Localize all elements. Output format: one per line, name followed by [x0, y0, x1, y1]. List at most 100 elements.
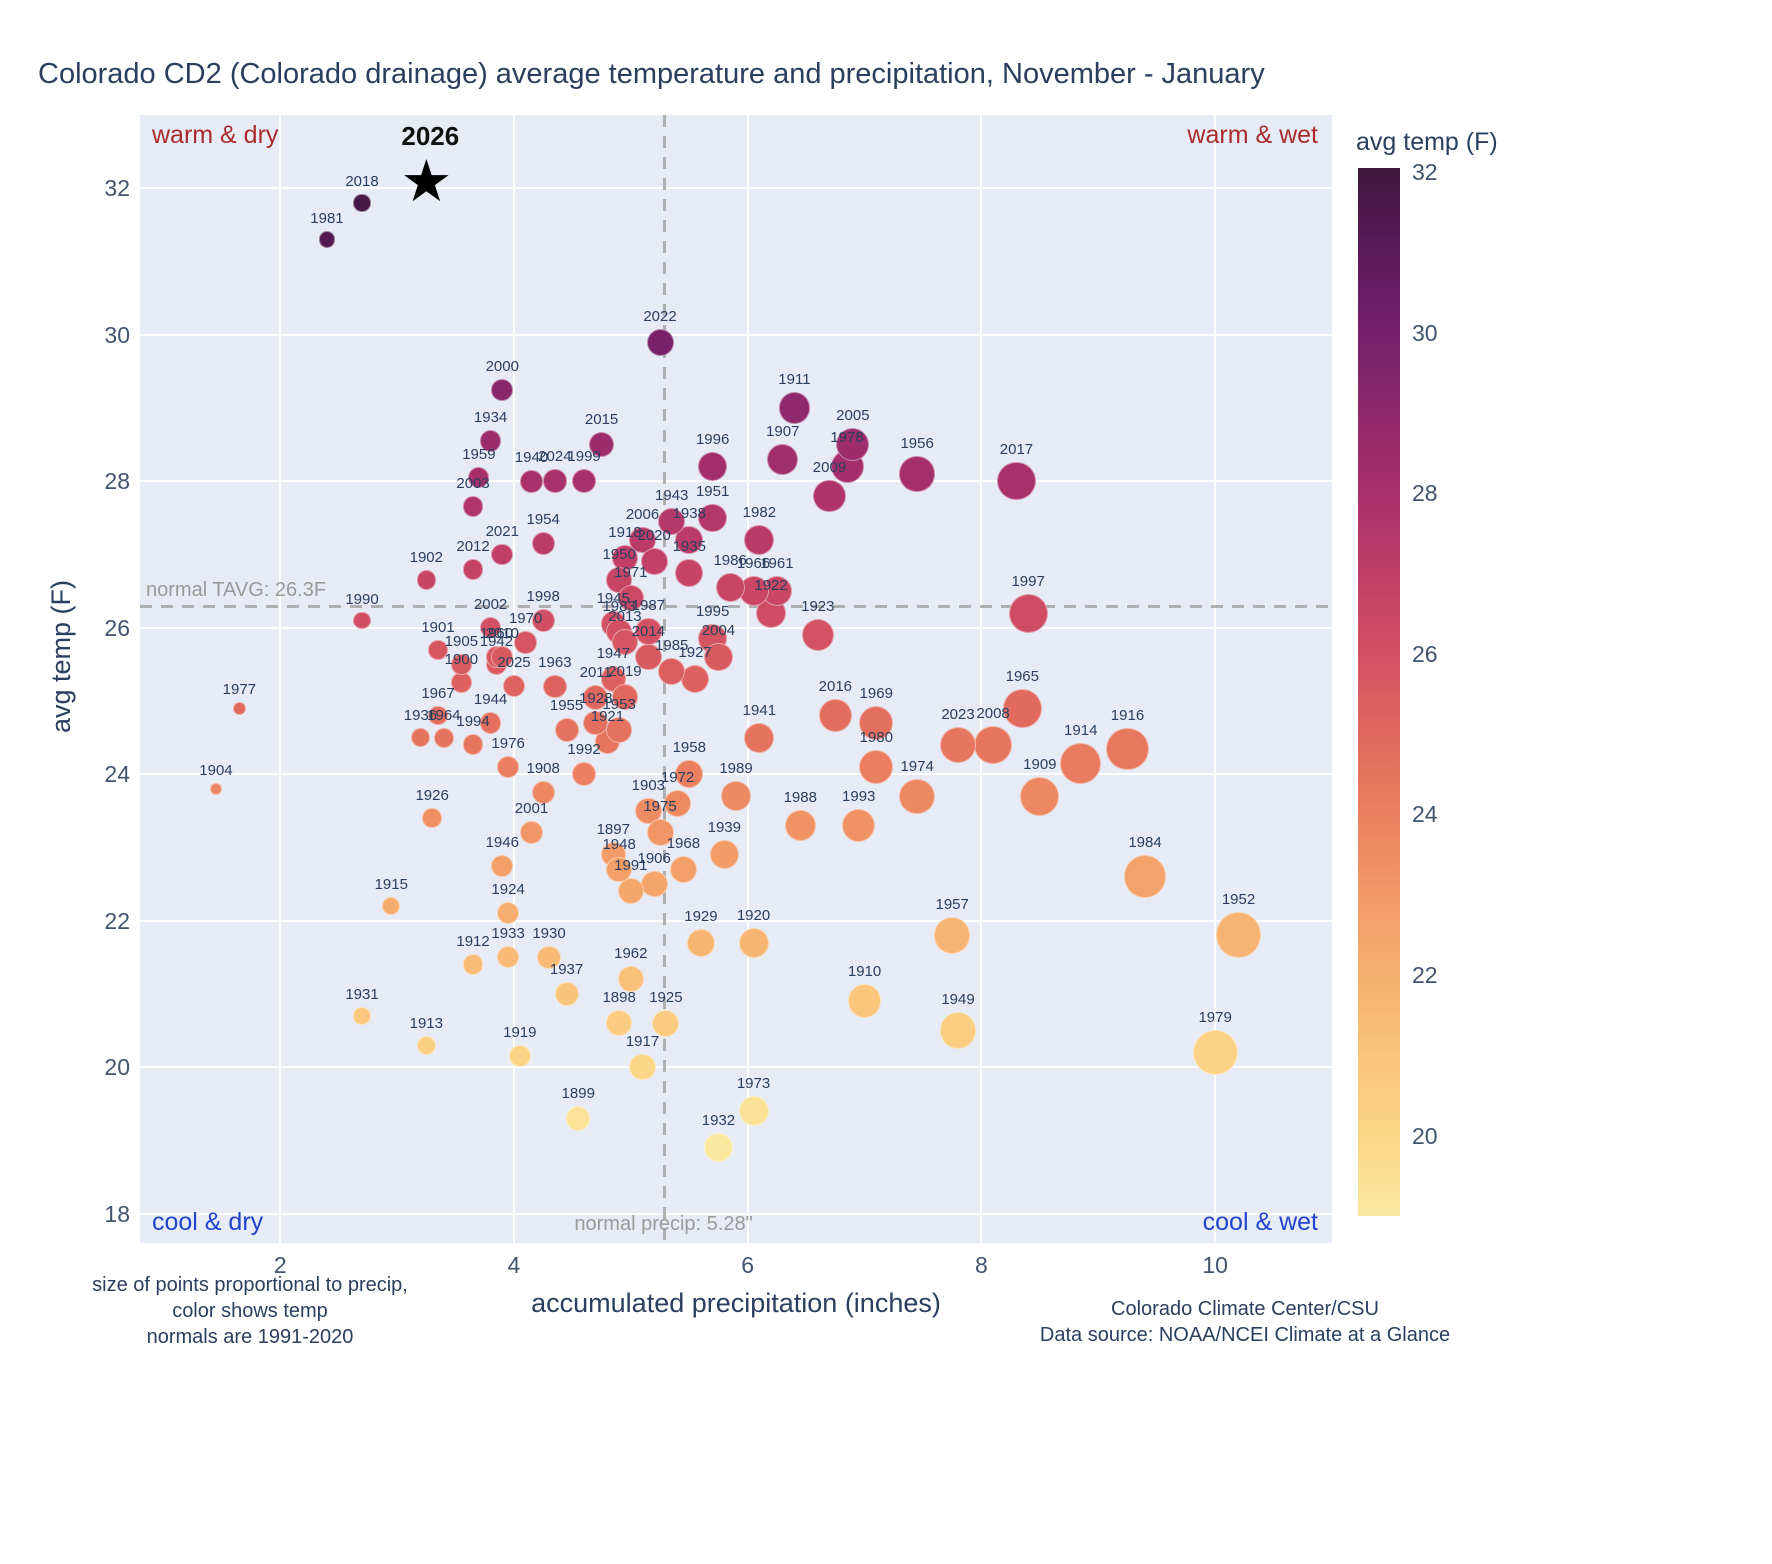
data-point[interactable] [583, 684, 609, 710]
data-point[interactable] [1192, 1030, 1238, 1076]
data-point[interactable] [1020, 776, 1060, 816]
data-point[interactable] [836, 428, 870, 462]
data-point[interactable] [635, 797, 662, 825]
data-point[interactable] [744, 722, 775, 753]
data-point[interactable] [410, 728, 431, 748]
data-point[interactable] [813, 479, 846, 513]
data-point[interactable] [491, 854, 514, 877]
data-point[interactable] [899, 456, 935, 492]
data-point[interactable] [652, 1009, 680, 1037]
data-point[interactable] [1106, 727, 1149, 770]
data-point[interactable] [1060, 742, 1102, 784]
data-point[interactable] [491, 378, 514, 401]
data-point[interactable] [520, 821, 543, 845]
data-point[interactable] [554, 718, 579, 743]
data-point[interactable] [801, 619, 834, 652]
data-point[interactable] [704, 1133, 733, 1163]
data-point[interactable] [520, 469, 543, 493]
data-point[interactable] [1008, 593, 1048, 633]
data-point[interactable] [859, 705, 894, 740]
data-point[interactable] [491, 646, 514, 668]
data-point[interactable] [433, 727, 454, 748]
data-point[interactable] [939, 1012, 977, 1049]
data-point[interactable] [353, 194, 371, 212]
data-point[interactable] [617, 878, 644, 905]
data-point[interactable] [778, 392, 811, 424]
data-point[interactable] [468, 467, 490, 489]
data-point[interactable] [709, 840, 739, 870]
data-point[interactable] [658, 658, 686, 686]
data-point[interactable] [715, 572, 745, 603]
data-point[interactable] [738, 927, 769, 958]
data-point[interactable] [497, 902, 520, 925]
data-point[interactable] [479, 712, 502, 734]
data-point[interactable] [933, 917, 971, 954]
data-point[interactable] [531, 608, 555, 632]
data-point[interactable] [939, 726, 977, 764]
data-point[interactable] [899, 778, 935, 814]
data-point[interactable] [353, 1007, 371, 1025]
data-point[interactable] [543, 674, 567, 699]
data-point[interactable] [531, 531, 555, 556]
data-point[interactable] [232, 701, 246, 715]
data-point[interactable] [571, 468, 597, 494]
data-point[interactable] [698, 452, 727, 481]
data-point[interactable] [640, 548, 668, 576]
data-point[interactable] [658, 507, 686, 536]
data-point[interactable] [416, 570, 436, 590]
data-point[interactable] [606, 1010, 632, 1037]
data-point[interactable] [819, 699, 852, 732]
data-point[interactable] [502, 675, 526, 698]
data-point[interactable] [462, 734, 484, 756]
data-point[interactable] [462, 954, 484, 976]
data-point[interactable] [847, 984, 882, 1019]
data-point[interactable] [617, 585, 644, 612]
data-point[interactable] [479, 430, 502, 452]
data-point[interactable] [537, 945, 561, 969]
data-point[interactable] [1002, 688, 1042, 728]
data-point[interactable] [686, 928, 716, 957]
data-point[interactable] [629, 1054, 656, 1081]
highlight-star-icon[interactable]: ★ [400, 148, 453, 214]
data-point[interactable] [428, 705, 448, 726]
data-point[interactable] [704, 642, 733, 672]
data-point[interactable] [422, 808, 442, 828]
data-point[interactable] [663, 789, 692, 818]
data-point[interactable] [566, 1106, 591, 1131]
data-point[interactable] [997, 461, 1036, 501]
data-point[interactable] [416, 1035, 436, 1055]
data-point[interactable] [721, 781, 751, 811]
data-point[interactable] [606, 856, 632, 883]
data-point[interactable] [554, 982, 579, 1006]
data-point[interactable] [681, 664, 710, 694]
data-point[interactable] [612, 629, 638, 656]
data-point[interactable] [612, 684, 638, 711]
data-point[interactable] [1215, 912, 1262, 959]
data-point[interactable] [974, 726, 1012, 764]
data-point[interactable] [589, 432, 615, 458]
data-point[interactable] [428, 639, 448, 660]
data-point[interactable] [491, 543, 514, 566]
data-point[interactable] [646, 328, 674, 356]
data-point[interactable] [669, 855, 698, 884]
data-point[interactable] [698, 503, 727, 533]
data-point[interactable] [497, 755, 520, 778]
data-point[interactable] [508, 1045, 531, 1068]
data-point[interactable] [784, 809, 817, 842]
data-point[interactable] [353, 611, 371, 630]
data-point[interactable] [382, 896, 401, 916]
data-point[interactable] [640, 870, 668, 898]
data-point[interactable] [451, 654, 472, 675]
data-point[interactable] [479, 617, 502, 639]
data-point[interactable] [646, 819, 674, 847]
data-point[interactable] [531, 780, 555, 805]
data-point[interactable] [571, 761, 597, 787]
data-point[interactable] [635, 643, 662, 671]
data-point[interactable] [738, 1096, 769, 1127]
data-point[interactable] [1123, 855, 1167, 899]
data-point[interactable] [617, 966, 644, 993]
data-point[interactable] [462, 558, 484, 580]
data-point[interactable] [543, 469, 567, 493]
data-point[interactable] [842, 808, 876, 843]
data-point[interactable] [675, 558, 704, 587]
